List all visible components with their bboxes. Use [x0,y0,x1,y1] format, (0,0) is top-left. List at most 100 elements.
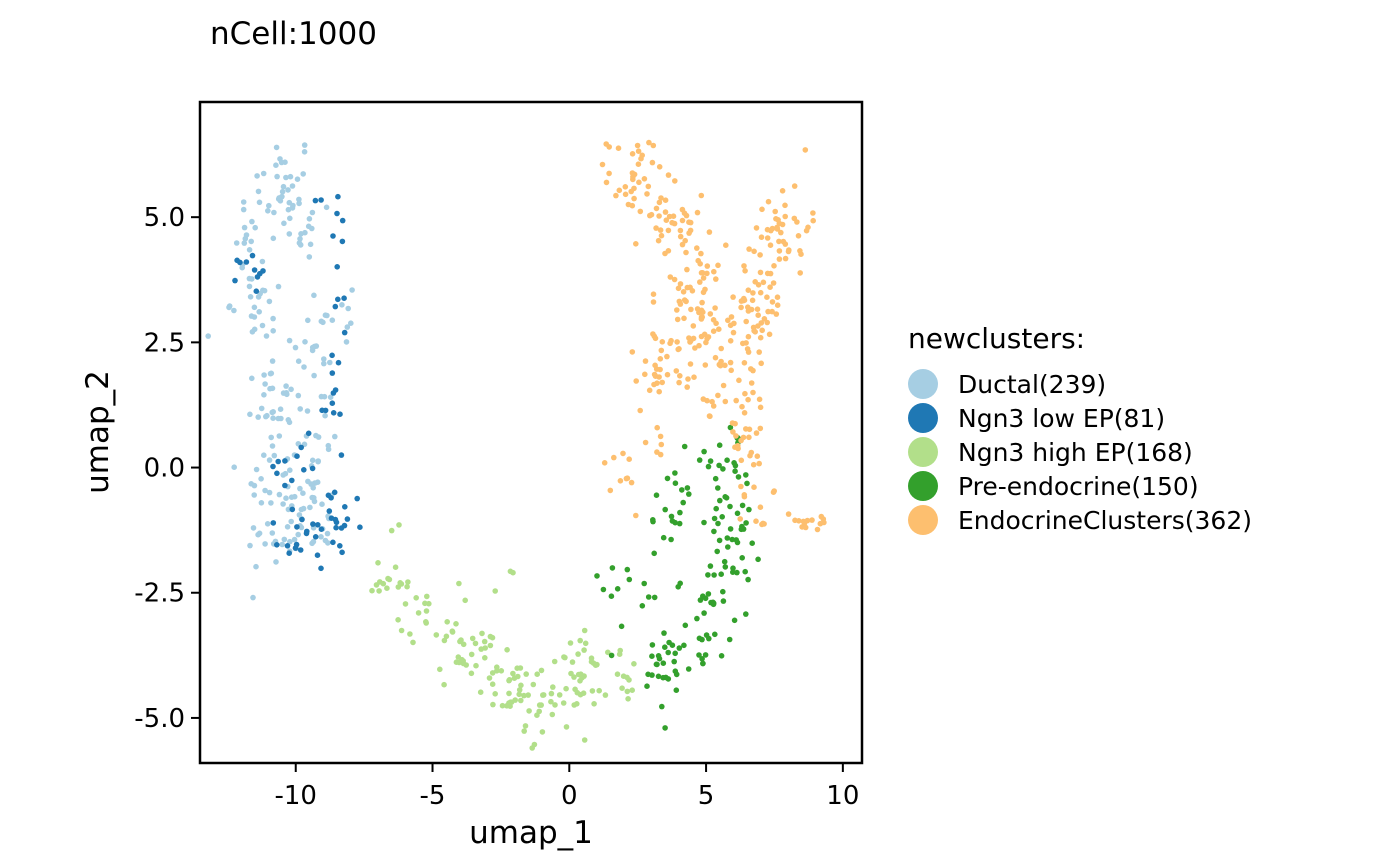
point-series-2 [499,702,506,709]
point-series-2 [631,661,637,667]
point-series-1 [354,495,361,502]
point-series-4 [774,226,781,232]
point-series-2 [550,684,556,690]
point-series-4 [769,299,776,305]
point-series-0 [311,343,318,350]
point-series-0 [262,381,268,387]
point-series-0 [309,225,315,232]
point-series-4 [690,323,697,329]
point-series-3 [732,468,738,475]
point-series-0 [247,294,254,300]
point-series-2 [392,564,399,570]
point-series-3 [669,642,676,648]
point-series-2 [486,675,493,681]
point-series-0 [300,490,306,497]
point-series-4 [741,493,748,500]
point-series-4 [797,270,803,276]
point-series-4 [771,263,777,269]
point-series-4 [772,208,778,215]
point-series-4 [631,195,637,202]
point-series-2 [581,647,587,653]
x-axis-label: umap_1 [469,815,593,851]
point-series-4 [696,342,702,349]
point-series-3 [726,636,733,643]
point-series-0 [305,317,311,324]
point-series-3 [718,571,724,577]
point-series-3 [742,568,748,575]
point-series-3 [714,548,720,555]
legend-item: Ngn3 high EP(168) [908,435,1252,469]
point-series-0 [246,283,253,290]
point-series-4 [750,367,756,374]
point-series-0 [295,392,302,399]
point-series-0 [327,359,333,366]
point-series-2 [369,587,375,594]
point-series-4 [720,382,727,389]
point-series-4 [757,289,764,296]
legend-item: Ductal(239) [908,367,1252,401]
point-series-3 [618,623,625,630]
point-series-4 [665,172,672,178]
point-series-4 [657,356,664,362]
point-series-4 [677,227,684,234]
point-series-0 [279,541,286,548]
point-series-2 [460,641,467,648]
point-series-3 [749,540,755,546]
point-series-4 [750,324,757,331]
point-series-0 [320,319,326,326]
point-series-3 [711,528,717,535]
point-series-2 [536,702,543,708]
point-series-3 [662,506,668,513]
point-series-0 [318,534,324,540]
point-series-3 [686,491,692,497]
point-series-4 [791,183,798,189]
point-series-1 [339,217,346,224]
point-series-0 [268,370,275,377]
point-series-3 [715,485,721,491]
point-series-1 [339,238,346,245]
point-series-2 [549,711,556,718]
point-series-0 [285,417,292,423]
point-series-1 [243,259,250,265]
point-series-0 [302,229,308,236]
point-series-4 [758,234,765,240]
point-series-3 [660,660,667,666]
point-series-4 [698,314,705,321]
point-series-4 [795,233,802,239]
point-series-4 [746,246,752,252]
point-series-0 [266,202,272,209]
point-series-3 [662,725,668,731]
point-series-0 [268,434,275,441]
point-series-3 [743,520,749,526]
point-series-3 [743,611,749,617]
point-series-3 [705,572,711,578]
point-series-4 [689,288,696,294]
point-series-2 [506,677,512,684]
point-series-0 [259,322,266,329]
point-series-2 [482,655,488,661]
x-tick-label: -10 [275,781,317,811]
point-series-3 [653,661,660,668]
point-series-1 [330,233,336,239]
point-series-3 [706,635,712,642]
point-series-0 [266,298,273,305]
y-axis-label: umap_2 [80,370,116,494]
point-series-1 [337,543,343,549]
point-series-4 [782,213,788,220]
point-series-3 [696,652,702,658]
point-series-1 [330,390,337,396]
point-series-0 [283,495,289,502]
point-series-4 [652,335,659,342]
point-series-4 [735,445,741,452]
point-series-4 [748,380,755,386]
point-series-4 [625,201,632,208]
point-series-0 [253,563,259,570]
point-series-4 [767,242,774,248]
point-series-3 [720,598,727,604]
point-series-0 [313,432,319,439]
point-series-4 [778,229,784,236]
point-series-2 [567,640,574,646]
point-series-2 [468,651,475,658]
point-series-4 [818,513,825,520]
point-series-4 [794,219,800,225]
